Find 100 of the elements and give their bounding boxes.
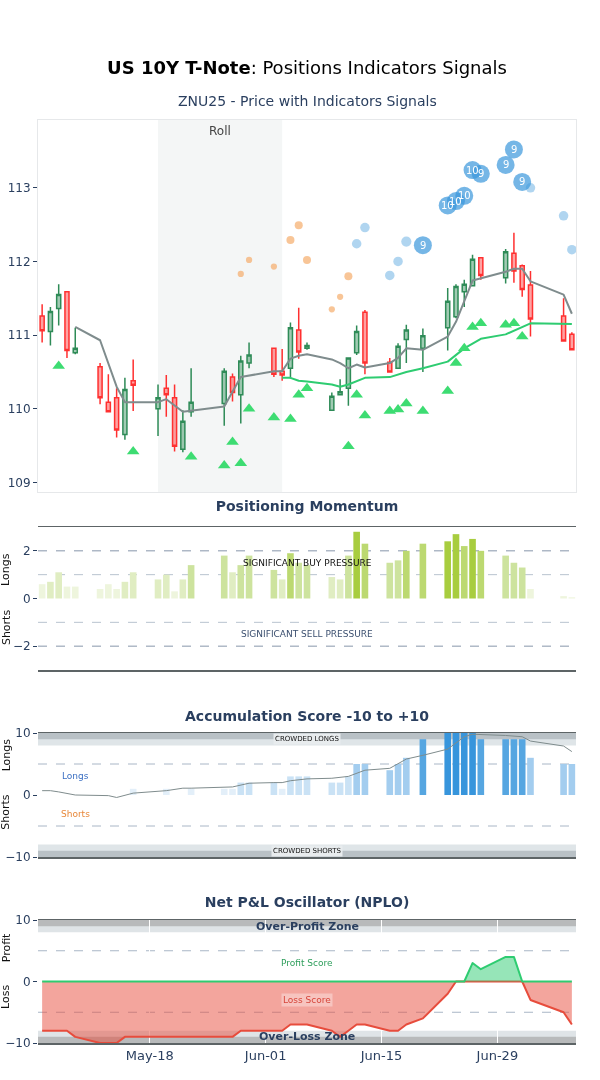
text: Shorts bbox=[0, 794, 13, 830]
candlestick bbox=[155, 383, 161, 437]
candlestick bbox=[511, 231, 517, 284]
point bbox=[474, 317, 488, 327]
line-series bbox=[74, 267, 573, 413]
x-tick-label: Jun-01 bbox=[243, 1048, 287, 1064]
text: Loss bbox=[0, 984, 13, 1009]
annotation: 9 bbox=[511, 144, 518, 155]
candlestick bbox=[304, 341, 310, 351]
annotation: 9 bbox=[503, 159, 510, 170]
bar bbox=[460, 546, 468, 599]
point bbox=[342, 440, 355, 450]
y-tick-label: −2 bbox=[12, 639, 31, 654]
bar bbox=[187, 565, 195, 599]
bar bbox=[237, 565, 245, 599]
x-tick-label: Jun-15 bbox=[359, 1048, 403, 1064]
chart-title: Net P&L Oscillator (NPLO) bbox=[204, 893, 410, 910]
y-tick-label: 0 bbox=[22, 788, 31, 803]
y-tick-label: −10 bbox=[5, 1036, 31, 1051]
bar bbox=[63, 586, 71, 599]
bar bbox=[303, 565, 311, 599]
bar bbox=[510, 562, 518, 599]
annotation: 9 bbox=[519, 176, 526, 187]
bar bbox=[278, 579, 286, 599]
bar bbox=[510, 739, 518, 795]
bar bbox=[270, 569, 278, 599]
bar bbox=[469, 538, 476, 599]
bar bbox=[154, 579, 162, 599]
candlestick bbox=[569, 331, 575, 352]
candlestick bbox=[122, 377, 128, 441]
bar bbox=[220, 555, 228, 599]
text: Longs bbox=[0, 738, 13, 772]
line-series bbox=[41, 733, 573, 798]
candlestick bbox=[453, 283, 459, 319]
bar bbox=[179, 579, 187, 599]
candlestick bbox=[105, 373, 112, 414]
bar bbox=[444, 541, 452, 599]
candlestick bbox=[55, 283, 62, 327]
bar bbox=[121, 581, 129, 599]
bar bbox=[477, 550, 485, 599]
y-tick-label: 2 bbox=[22, 544, 31, 559]
text: Shorts bbox=[0, 609, 13, 646]
bar bbox=[560, 764, 567, 795]
annotation: 10 bbox=[466, 165, 479, 176]
candlestick bbox=[295, 307, 302, 360]
y-tick-label: 112 bbox=[7, 254, 31, 269]
band-label: Roll bbox=[209, 124, 231, 138]
bar bbox=[419, 543, 427, 599]
bar bbox=[328, 577, 336, 599]
bar bbox=[502, 555, 509, 599]
bar bbox=[353, 764, 360, 795]
bar bbox=[403, 757, 410, 795]
candlestick bbox=[246, 341, 252, 369]
annotation: 9 bbox=[420, 240, 427, 251]
text: Profit bbox=[0, 932, 13, 963]
bar bbox=[129, 572, 137, 599]
y-tick-label: 111 bbox=[7, 328, 31, 343]
bar bbox=[568, 764, 576, 795]
y-tick-label: 110 bbox=[7, 401, 31, 416]
candlestick bbox=[329, 391, 335, 411]
bar bbox=[386, 562, 394, 599]
chart-title: US 10Y T-Note: Positions Indicators Signals bbox=[107, 57, 507, 79]
x-tick-label: Jun-29 bbox=[475, 1048, 519, 1064]
bar bbox=[345, 776, 352, 795]
bar bbox=[527, 588, 534, 599]
bar bbox=[96, 588, 104, 599]
candlestick bbox=[362, 309, 368, 375]
candlestick bbox=[64, 290, 70, 359]
candlestick bbox=[72, 326, 79, 355]
bar bbox=[71, 586, 79, 599]
candlestick bbox=[238, 354, 244, 425]
bar bbox=[477, 739, 485, 795]
y-tick-label: 0 bbox=[22, 591, 31, 606]
band-label: Over-Profit Zone bbox=[256, 920, 360, 933]
y-tick-label: 10 bbox=[15, 726, 31, 741]
candlestick bbox=[47, 306, 54, 347]
bar bbox=[394, 560, 402, 599]
bar bbox=[386, 770, 394, 795]
bar bbox=[518, 567, 526, 599]
annotation: SIGNIFICANT SELL PRESSURE bbox=[241, 629, 374, 639]
candlestick bbox=[180, 409, 186, 453]
annotation: Shorts bbox=[61, 809, 91, 819]
annotation: Profit Score bbox=[281, 958, 334, 968]
point bbox=[358, 409, 372, 419]
y-tick-label: 109 bbox=[7, 475, 31, 490]
candlestick bbox=[113, 387, 120, 439]
bar bbox=[527, 757, 534, 795]
candlestick bbox=[97, 362, 103, 406]
point bbox=[507, 317, 521, 327]
candlestick bbox=[188, 367, 194, 418]
chart-title: Positioning Momentum bbox=[215, 497, 399, 514]
bar bbox=[336, 579, 344, 599]
candlestick bbox=[527, 270, 534, 338]
bar bbox=[518, 739, 526, 795]
point bbox=[457, 342, 471, 352]
bar bbox=[452, 534, 460, 599]
y-tick-label: −10 bbox=[5, 850, 31, 865]
bar bbox=[444, 733, 452, 795]
y-tick-label: 0 bbox=[22, 974, 31, 989]
candlestick bbox=[39, 303, 45, 344]
